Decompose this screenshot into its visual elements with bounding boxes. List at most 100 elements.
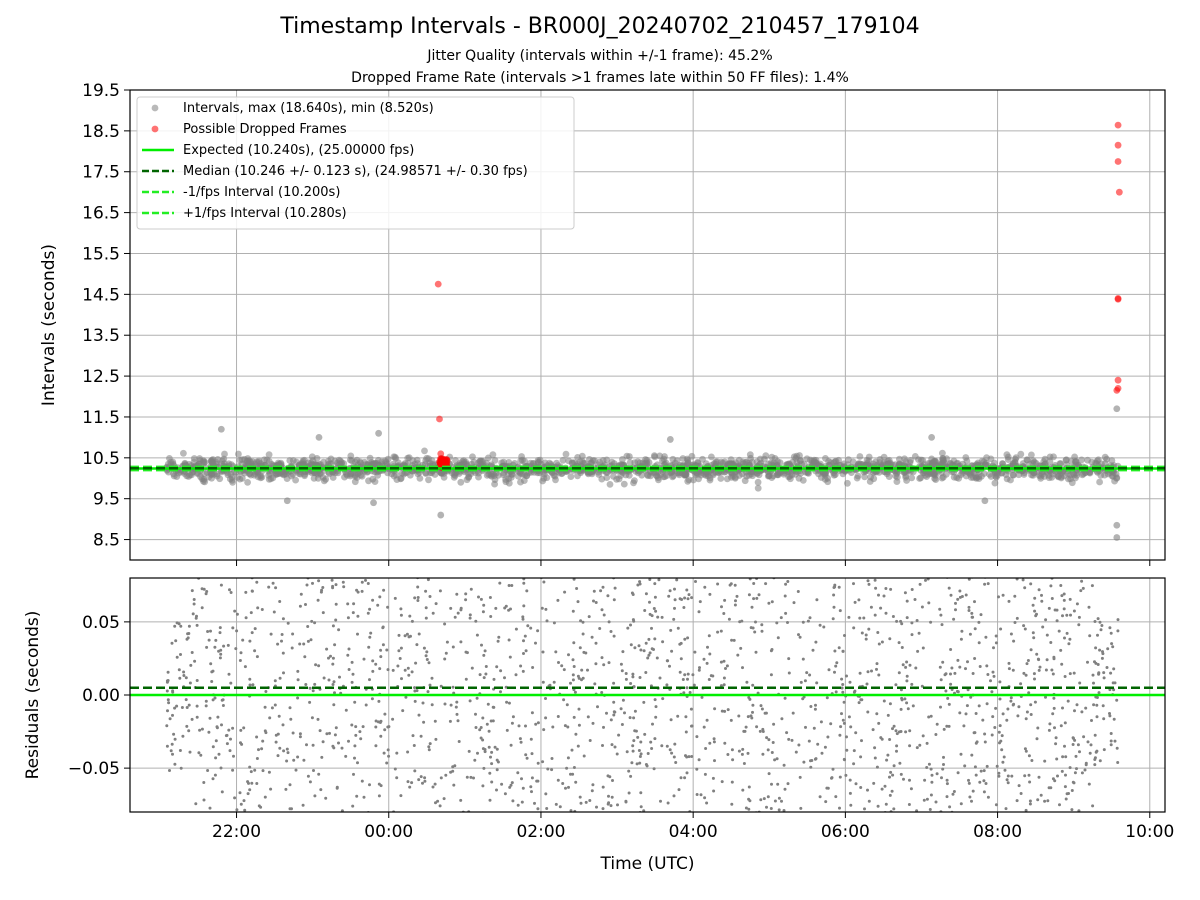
residual-point xyxy=(571,678,575,682)
residual-point xyxy=(194,802,198,806)
residual-point xyxy=(602,725,605,729)
residual-point xyxy=(884,587,888,590)
residual-point xyxy=(1005,815,1008,818)
residual-point xyxy=(294,768,298,772)
residual-point xyxy=(609,718,613,722)
residual-point xyxy=(298,735,302,739)
residual-point xyxy=(722,816,725,819)
residual-point xyxy=(911,820,914,823)
residual-point xyxy=(632,739,636,743)
residual-point xyxy=(1031,603,1035,607)
residual-point xyxy=(888,793,892,797)
residual-point xyxy=(833,649,837,653)
residual-point xyxy=(544,607,548,611)
residual-point xyxy=(280,639,283,643)
residual-point xyxy=(387,754,391,758)
interval-point xyxy=(371,478,379,485)
residual-point xyxy=(687,755,691,759)
residual-point xyxy=(526,624,530,628)
residual-point xyxy=(572,641,576,645)
residual-point xyxy=(235,629,239,633)
residual-point xyxy=(698,600,702,604)
residual-point xyxy=(1045,633,1049,637)
residual-point xyxy=(688,570,691,573)
residual-point xyxy=(220,790,224,794)
residual-point xyxy=(356,632,359,636)
residual-point xyxy=(401,709,405,713)
interval-point xyxy=(955,475,963,482)
residual-point xyxy=(984,782,988,785)
residual-point xyxy=(243,665,247,669)
residual-point xyxy=(381,625,385,629)
residual-point xyxy=(344,754,348,758)
residual-point xyxy=(684,754,687,758)
dropped-frame-point xyxy=(437,450,445,458)
residual-point xyxy=(1088,817,1091,820)
residual-point xyxy=(353,564,356,567)
residual-point xyxy=(314,663,318,667)
residual-point xyxy=(891,561,894,564)
interval-point xyxy=(822,469,830,477)
residual-point xyxy=(495,788,498,792)
residual-point xyxy=(271,581,275,585)
residual-point xyxy=(968,795,972,799)
residual-point xyxy=(956,832,959,835)
interval-point xyxy=(476,457,484,465)
residual-point xyxy=(938,665,942,669)
residual-point xyxy=(1029,703,1033,707)
residual-point xyxy=(210,680,214,683)
residual-point xyxy=(1102,748,1106,752)
interval-point xyxy=(967,474,975,481)
axes-frame xyxy=(129,89,1166,561)
residual-point xyxy=(751,683,755,687)
residual-point xyxy=(833,670,836,674)
residual-point xyxy=(482,676,486,680)
interval-point xyxy=(930,470,937,478)
residual-point xyxy=(981,718,985,722)
residual-point xyxy=(718,574,721,577)
interval-point xyxy=(500,471,507,479)
residual-point xyxy=(374,662,378,666)
residual-point xyxy=(541,650,545,654)
residual-point xyxy=(557,816,560,819)
interval-point xyxy=(770,459,778,467)
residual-point xyxy=(606,774,610,778)
residual-point xyxy=(1052,696,1056,700)
residual-point xyxy=(653,637,657,641)
residual-point xyxy=(685,686,689,690)
residual-point xyxy=(945,795,949,799)
residual-point xyxy=(356,821,359,824)
residual-point xyxy=(779,616,783,620)
residual-point xyxy=(738,620,742,624)
residual-point xyxy=(1096,617,1100,621)
residual-point xyxy=(997,771,1001,775)
residual-point xyxy=(483,750,487,754)
residual-point xyxy=(760,623,764,627)
residual-point xyxy=(225,742,229,746)
residual-point xyxy=(552,621,556,625)
residual-point xyxy=(638,582,642,586)
residual-point xyxy=(267,585,271,589)
residual-point xyxy=(1076,743,1080,747)
interval-point xyxy=(849,458,857,466)
residual-point xyxy=(353,744,357,748)
residual-point xyxy=(762,797,766,801)
residual-point xyxy=(371,569,374,572)
residual-point xyxy=(518,737,522,741)
residual-point xyxy=(558,805,562,809)
residual-point xyxy=(609,630,613,633)
residual-point xyxy=(521,669,525,673)
interval-point xyxy=(620,480,628,488)
residual-point xyxy=(985,764,989,768)
residual-point xyxy=(686,814,689,817)
residual-point xyxy=(298,732,302,736)
residual-point xyxy=(1084,763,1088,767)
residual-point xyxy=(374,725,378,729)
residual-point xyxy=(603,816,606,819)
y-tick-label: 0.05 xyxy=(82,613,120,633)
residual-point xyxy=(379,648,383,652)
residual-point xyxy=(462,574,465,577)
residual-point xyxy=(897,671,901,675)
residual-point xyxy=(860,739,863,743)
residual-point xyxy=(739,646,743,650)
